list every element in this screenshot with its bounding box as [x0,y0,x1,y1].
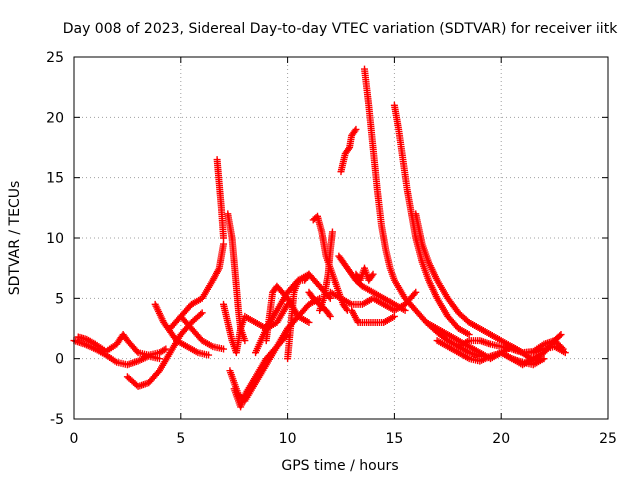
x-tick-label: 0 [70,431,79,447]
chart-title: Day 008 of 2023, Sidereal Day-to-day VTE… [63,21,618,37]
data-point-marker [556,332,564,340]
series-track-29 [497,331,565,369]
series-track-25 [412,210,569,357]
data-point-marker [220,234,228,242]
data-point-marker [326,312,334,320]
data-point-marker [561,349,569,357]
data-point-marker [241,337,249,345]
data-point-marker [559,345,567,353]
data-point-marker [162,345,170,353]
y-tick-label: 25 [46,50,64,66]
data-point-marker [305,270,313,278]
data-point-marker [197,310,205,318]
data-point-marker [342,305,350,313]
series-track-4 [151,300,213,359]
data-point-marker [369,270,377,278]
data-point-marker [558,344,566,352]
data-point-marker [410,290,418,298]
x-axis-label: GPS time / hours [281,458,398,474]
data-point-marker [344,145,352,153]
data-point-marker [412,288,420,296]
series-track-14 [284,270,313,363]
data-point-marker [368,272,376,280]
x-tick-label: 20 [492,431,510,447]
y-tick-label: 10 [46,231,64,247]
x-tick-label: 25 [599,431,617,447]
data-point-marker [155,355,163,363]
x-tick-label: 10 [279,431,297,447]
series-track-22 [352,264,377,284]
series-track-7 [213,156,228,242]
data-point-marker [325,311,333,319]
data-point-marker [220,345,228,353]
series-track-17 [316,228,336,314]
data-point-marker [351,127,359,135]
data-point-marker [160,346,168,354]
data-point-marker [465,331,473,339]
data-point-marker [198,309,206,317]
data-point-marker [220,240,228,248]
series-track-13 [262,282,313,345]
x-tick-label: 15 [385,431,403,447]
data-points [70,65,569,411]
data-point-marker [540,355,548,363]
y-tick-label: 5 [55,291,64,307]
series-track-24 [390,101,473,339]
data-point-marker [305,318,313,326]
data-point-marker [557,331,565,339]
data-point-marker [205,351,213,359]
data-point-marker [390,312,398,320]
y-axis-label: SDTVAR / TECUs [7,181,23,296]
series-track-2 [74,331,170,359]
y-tick-label: 20 [46,110,64,126]
series-track-21 [348,306,398,326]
x-tick-labels: 0 5 10 15 20 25 [70,431,617,447]
y-tick-label: 0 [55,352,64,368]
y-tick-labels: -5 0 5 10 15 20 25 [46,50,64,428]
data-point-marker [326,294,334,302]
data-point-marker [401,306,409,314]
data-point-marker [328,228,336,236]
series-track-20 [326,288,420,314]
y-tick-label: -5 [50,412,64,428]
series-track-18 [337,125,360,176]
data-point-marker [304,272,312,280]
data-point-marker [352,125,360,133]
y-tick-label: 15 [46,171,64,187]
x-tick-label: 5 [176,431,185,447]
series-track-6 [166,240,228,332]
plot-frame [73,56,609,420]
